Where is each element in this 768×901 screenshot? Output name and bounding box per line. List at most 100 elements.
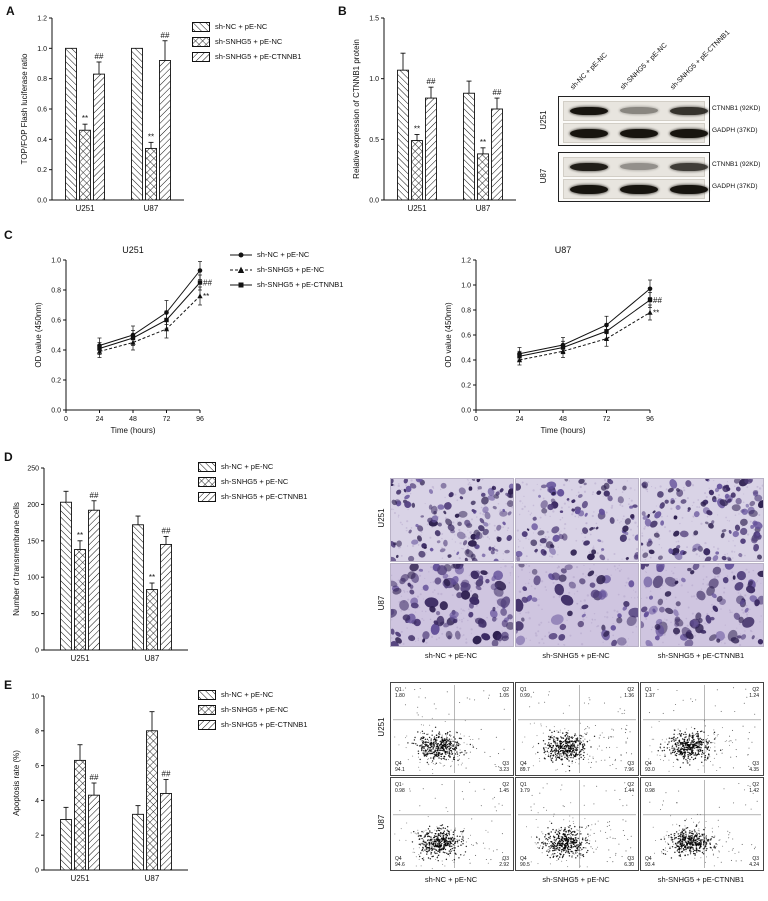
svg-text:4.35: 4.35: [749, 767, 759, 773]
panel-letter-c: C: [4, 228, 13, 242]
wb-lane-label: sh-SNHG5 + pE-NC: [619, 41, 669, 92]
svg-text:1.36: 1.36: [624, 693, 634, 699]
transwell-image: [640, 563, 764, 647]
svg-text:Q4: Q4: [395, 761, 402, 767]
svg-text:1.05: 1.05: [499, 693, 509, 699]
svg-text:96: 96: [196, 416, 204, 423]
svg-text:6: 6: [35, 763, 39, 770]
legend-label: sh-SNHG5 + pE-NC: [257, 265, 325, 274]
crosshatch-swatch-icon: [198, 705, 216, 715]
transmembrane-bar-chart: 0 50 100 150 200 250 Number of transmembrane c…: [12, 456, 192, 670]
svg-text:##: ##: [203, 279, 212, 288]
panel-letter-e: E: [4, 678, 13, 692]
svg-text:U87: U87: [145, 874, 160, 883]
svg-text:U87: U87: [144, 204, 159, 213]
svg-text:Apoptosis rate (%): Apoptosis rate (%): [12, 750, 21, 816]
svg-text:Q3: Q3: [502, 856, 509, 862]
column-caption: sh-SNHG5 + pE-CTNNB1: [657, 651, 745, 660]
svg-text:0.6: 0.6: [461, 333, 471, 340]
legend-item: sh-SNHG5 + pE-NC: [230, 265, 343, 275]
svg-text:**: **: [149, 573, 155, 582]
svg-text:##: ##: [653, 296, 662, 305]
svg-text:**: **: [148, 132, 154, 141]
svg-text:##: ##: [162, 770, 171, 779]
legend-item: sh-NC + pE-NC: [198, 462, 307, 472]
svg-text:3.23: 3.23: [499, 767, 509, 773]
top-fop-bar-chart: 0.0 0.2 0.4 0.6 0.8 1.0 1.2 TOP/FOP Flash lucif…: [16, 6, 188, 220]
panel-letter-d: D: [4, 450, 13, 464]
svg-text:0: 0: [35, 868, 39, 875]
svg-text:1.79: 1.79: [520, 788, 530, 794]
wb-cell-line-label: U87: [539, 168, 548, 184]
flow-cytometry-plot: Q1 1.79 Q2 1.44 Q4 90.5 Q3 6.30: [515, 777, 639, 871]
legend-label: sh-SNHG5 + pE-CTNNB1: [221, 492, 308, 501]
svg-text:200: 200: [27, 502, 39, 509]
legend-item: sh-NC + pE-NC: [192, 22, 301, 32]
svg-text:0: 0: [474, 416, 478, 423]
panel-c-legend: sh-NC + pE-NC sh-SNHG5 + pE-NC sh-SNHG5 …: [230, 250, 343, 290]
protein-band: [570, 163, 608, 171]
blot-strip: [563, 179, 708, 199]
svg-text:0.8: 0.8: [461, 308, 471, 315]
svg-text:Q4: Q4: [520, 856, 527, 862]
svg-text:##: ##: [162, 526, 171, 535]
svg-text:0: 0: [35, 648, 39, 655]
legend-item: sh-SNHG5 + pE-CTNNB1: [198, 720, 307, 730]
legend-item: sh-NC + pE-NC: [230, 250, 343, 260]
svg-text:1.80: 1.80: [395, 693, 405, 699]
panel-letter-a: A: [6, 4, 15, 18]
protein-band: [620, 185, 658, 194]
row-label: U251: [377, 717, 386, 737]
svg-text:**: **: [480, 138, 486, 147]
hatch-swatch-icon: [192, 22, 210, 32]
svg-text:1.2: 1.2: [37, 16, 47, 23]
svg-text:Q3: Q3: [627, 856, 634, 862]
column-caption: sh-SNHG5 + pE-NC: [542, 651, 610, 660]
svg-text:U87: U87: [145, 654, 160, 663]
legend-item: sh-SNHG5 + pE-CTNNB1: [198, 492, 307, 502]
transwell-image: [640, 478, 764, 562]
panel-d-legend: sh-NC + pE-NC sh-SNHG5 + pE-NC sh-SNHG5 …: [198, 462, 307, 502]
band-label: GADPH (37KD): [712, 127, 758, 134]
apoptosis-bar-chart: 0 2 4 6 8 10 Apoptosis rate (%) U251 ## U87 ##: [12, 684, 192, 890]
svg-text:0: 0: [64, 416, 68, 423]
protein-band: [570, 185, 608, 194]
protein-band: [620, 129, 658, 138]
svg-text:Q3: Q3: [627, 761, 634, 767]
svg-text:0.98: 0.98: [645, 788, 655, 794]
svg-text:8: 8: [35, 728, 39, 735]
row-label: U251: [377, 508, 386, 528]
column-caption: sh-SNHG5 + pE-NC: [542, 875, 610, 884]
protein-band: [670, 107, 708, 115]
svg-text:0.0: 0.0: [369, 198, 379, 205]
svg-text:Number of transmembrane cells: Number of transmembrane cells: [12, 502, 21, 616]
panel-a-legend: sh-NC + pE-NC sh-SNHG5 + pE-NC sh-SNHG5 …: [192, 22, 301, 62]
reverse-hatch-swatch-icon: [198, 720, 216, 730]
svg-text:0.0: 0.0: [37, 198, 47, 205]
svg-text:7.96: 7.96: [624, 767, 634, 773]
svg-text:Q4: Q4: [645, 856, 652, 862]
legend-marker-circle-icon: [230, 252, 252, 258]
svg-text:1.0: 1.0: [37, 46, 47, 53]
cck8-line-chart-u251: 0.0 0.2 0.4 0.6 0.8 1.0 0 24 48 72 96 U251 Time (hou…: [30, 242, 220, 442]
protein-band: [670, 129, 708, 138]
svg-text:1.0: 1.0: [51, 258, 61, 265]
flow-cytometry-plot: Q1 0.98 Q2 1.42 Q4 93.4 Q3 4.24: [640, 777, 764, 871]
legend-label: sh-SNHG5 + pE-CTNNB1: [215, 52, 302, 61]
svg-text:50: 50: [31, 611, 39, 618]
protein-band: [670, 185, 708, 194]
svg-text:0.2: 0.2: [51, 378, 61, 385]
svg-text:150: 150: [27, 538, 39, 545]
svg-text:U87: U87: [555, 245, 572, 255]
svg-text:Q2: Q2: [627, 687, 634, 693]
svg-text:2.92: 2.92: [499, 862, 509, 868]
legend-label: sh-NC + pE-NC: [221, 690, 274, 699]
svg-text:93.0: 93.0: [645, 767, 655, 773]
svg-text:1.44: 1.44: [624, 788, 634, 794]
svg-text:24: 24: [516, 416, 524, 423]
svg-text:94.1: 94.1: [395, 767, 405, 773]
protein-band: [620, 163, 658, 170]
hatch-swatch-icon: [198, 462, 216, 472]
svg-text:0.4: 0.4: [51, 348, 61, 355]
flow-cytometry-plot: Q1 0.99 Q2 1.36 Q4 89.7 Q3 7.96: [515, 682, 639, 776]
